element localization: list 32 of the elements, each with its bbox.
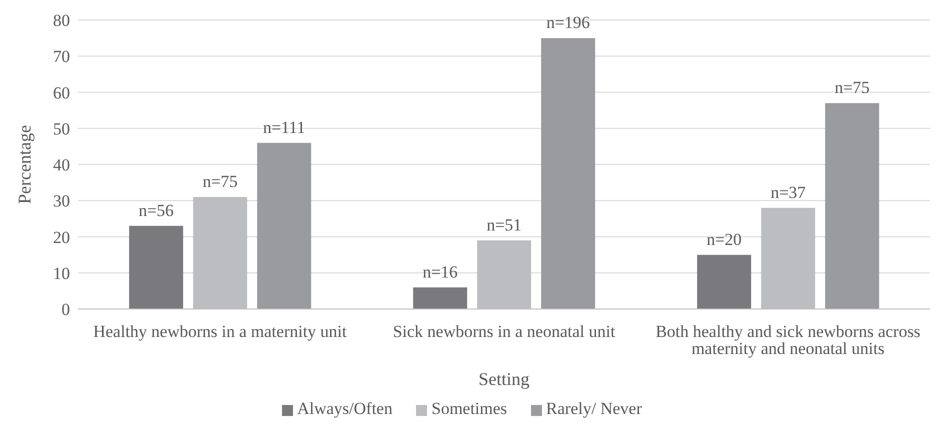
x-tick-label: Both healthy and sick newborns across maternity and neonatal units xyxy=(656,322,920,358)
bar xyxy=(541,38,596,309)
y-tick-label: 50 xyxy=(53,119,70,138)
annotation: n=75 xyxy=(202,172,238,192)
annotation: n=111 xyxy=(262,118,306,137)
y-tick-label: 80 xyxy=(53,11,70,30)
annotation: n=196 xyxy=(546,13,590,32)
x-tick-label: Healthy newborns in a maternity unit xyxy=(93,322,348,342)
annotation: n=37 xyxy=(770,182,806,202)
x-axis-title: Setting xyxy=(478,369,530,389)
annotation: n=20 xyxy=(706,230,742,249)
legend-label: Always/Often xyxy=(297,399,392,418)
annotation: n=75 xyxy=(834,78,870,98)
x-tick-label: Sick newborns in a neonatal unit xyxy=(392,322,616,342)
bar xyxy=(825,103,880,309)
annotation: n=16 xyxy=(422,262,458,282)
y-tick-label: 0 xyxy=(62,300,70,320)
bar xyxy=(413,287,468,309)
legend-label: Sometimes xyxy=(431,399,508,418)
annotation: n=51 xyxy=(486,215,522,234)
y-tick-label: 70 xyxy=(53,47,70,66)
y-axis-title: Percentage xyxy=(14,125,34,204)
bar xyxy=(129,226,184,309)
bar xyxy=(697,254,752,309)
y-tick-label: 20 xyxy=(53,228,70,247)
y-tick-label: 40 xyxy=(53,156,70,175)
y-tick-label: 60 xyxy=(53,83,70,102)
y-tick-label: 10 xyxy=(53,264,70,283)
legend-label: Rarely/ Never xyxy=(546,399,642,418)
y-tick-label: 30 xyxy=(53,192,70,211)
bar xyxy=(257,142,312,309)
annotation: n=56 xyxy=(138,200,174,220)
